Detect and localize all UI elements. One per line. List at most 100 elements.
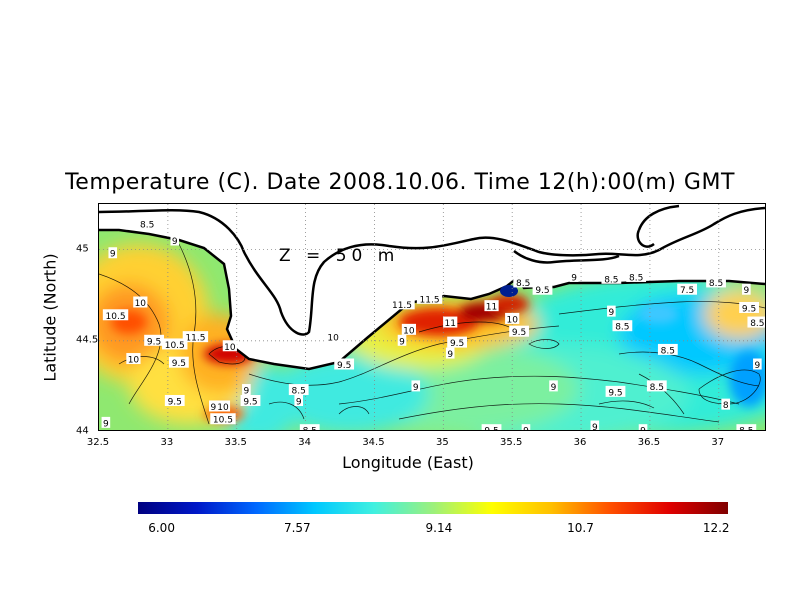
contour-label: 8.5 xyxy=(706,276,726,289)
svg-text:8.5: 8.5 xyxy=(750,319,764,329)
contour-label: 9 xyxy=(521,424,531,430)
svg-text:9: 9 xyxy=(296,397,302,407)
svg-text:11.5: 11.5 xyxy=(420,295,440,305)
contour-label: 10.5 xyxy=(102,309,129,322)
sea-of-azov-coastline xyxy=(99,206,765,336)
svg-text:8.5: 8.5 xyxy=(516,279,530,289)
y-tick-label: 44.5 xyxy=(76,334,99,346)
contour-label: 8.5 xyxy=(626,270,647,283)
contour-label: 10 xyxy=(215,400,231,413)
svg-text:9: 9 xyxy=(592,423,598,430)
contour-label: 9.5 xyxy=(164,394,185,407)
svg-text:9: 9 xyxy=(640,427,646,430)
svg-text:10.5: 10.5 xyxy=(213,416,233,426)
contour-label: 9 xyxy=(638,424,648,430)
x-tick-label: 36.5 xyxy=(637,437,661,448)
map-plot-area: 8.5 9 9 10 10.5 9.5 11.5 10.5 10 10 9.5 9.5 9.5 10 9 10… xyxy=(98,203,766,431)
svg-text:9.5: 9.5 xyxy=(535,286,549,296)
contour-label: 8.5 xyxy=(137,218,158,231)
contour-label: 9.5 xyxy=(605,385,626,398)
contour-label: 8.5 xyxy=(646,380,667,393)
contour-label: 9 xyxy=(209,400,218,413)
contour-label: 9 xyxy=(170,234,180,247)
contour-label: 8.5 xyxy=(513,276,534,289)
svg-text:8.5: 8.5 xyxy=(303,427,317,430)
svg-text:9.5: 9.5 xyxy=(608,388,622,398)
x-tick-label: 34 xyxy=(298,437,311,448)
svg-text:9.5: 9.5 xyxy=(147,337,161,347)
colorbar-tick-label: 6.00 xyxy=(148,521,175,535)
contour-label: 7.5 xyxy=(677,283,698,296)
contour-label: 9.5 xyxy=(447,336,468,349)
contour-label: 9 xyxy=(549,380,558,393)
contour-label: 9.5 xyxy=(509,325,529,338)
x-tick-label: 35.5 xyxy=(500,437,523,448)
x-tick-label: 33 xyxy=(160,437,174,448)
contour-label: 10.5 xyxy=(210,413,236,426)
contour-label: 11.5 xyxy=(389,298,415,311)
x-tick-label: 34.5 xyxy=(362,437,385,448)
contour-label: 9.5 xyxy=(168,356,189,369)
contour-label: 8.5 xyxy=(601,272,622,285)
svg-text:9: 9 xyxy=(244,387,250,397)
contour-label: 9 xyxy=(607,305,616,318)
svg-text:8.5: 8.5 xyxy=(292,387,306,397)
colorbar-tick-label: 10.7 xyxy=(567,521,594,535)
contour-label: 8.5 xyxy=(747,316,765,329)
svg-text:9: 9 xyxy=(608,308,614,318)
colorbar-tick-label: 9.14 xyxy=(425,521,453,535)
colorbar xyxy=(138,502,728,514)
svg-text:8.5: 8.5 xyxy=(650,383,664,393)
contour-label: 11.5 xyxy=(182,331,209,344)
map-grid xyxy=(99,204,765,430)
cold-spot xyxy=(500,285,518,297)
x-tick-label: 37 xyxy=(711,437,725,448)
contour-label: 9.5 xyxy=(144,334,164,347)
svg-text:10: 10 xyxy=(506,315,518,325)
svg-text:10: 10 xyxy=(224,343,236,353)
svg-text:8.5: 8.5 xyxy=(615,323,629,333)
depth-label: Z = 50 m xyxy=(279,246,400,266)
crimea-coastline xyxy=(99,228,765,371)
svg-text:8.5: 8.5 xyxy=(140,221,154,231)
x-tick-label: 36 xyxy=(573,437,587,448)
svg-text:10: 10 xyxy=(135,299,147,309)
contour-label: 9 xyxy=(101,416,111,429)
svg-text:10: 10 xyxy=(327,334,339,344)
y-tick-label: 45 xyxy=(76,243,89,255)
svg-text:9: 9 xyxy=(110,250,116,260)
svg-text:9: 9 xyxy=(523,427,529,430)
svg-text:10: 10 xyxy=(403,326,415,336)
contour-label: 8.5 xyxy=(299,424,320,430)
kerch-strait-coast xyxy=(636,204,680,248)
svg-text:9: 9 xyxy=(172,237,178,247)
svg-text:9.5: 9.5 xyxy=(484,427,498,430)
contour-label: 10 xyxy=(326,331,341,344)
svg-text:9: 9 xyxy=(571,273,577,283)
contour-label: 9 xyxy=(753,358,762,371)
contour-label: 11 xyxy=(443,316,458,329)
contour-label: 10 xyxy=(126,353,141,366)
svg-text:8.5: 8.5 xyxy=(604,275,618,285)
contour-label: 9.5 xyxy=(240,394,261,407)
svg-text:9.5: 9.5 xyxy=(168,397,182,407)
svg-text:9.5: 9.5 xyxy=(742,304,756,314)
contour-label: 9 xyxy=(569,270,579,283)
contour-label: 8 xyxy=(721,398,730,411)
svg-text:9: 9 xyxy=(413,383,419,393)
contour-label: 9.5 xyxy=(481,424,502,430)
svg-text:9.5: 9.5 xyxy=(450,339,464,349)
chart-title: Temperature (C). Date 2008.10.06. Time 1… xyxy=(65,170,735,195)
svg-text:8.5: 8.5 xyxy=(739,427,753,430)
contour-label: 9.5 xyxy=(532,283,553,296)
svg-text:9.5: 9.5 xyxy=(512,328,526,338)
svg-text:8.5: 8.5 xyxy=(661,346,675,356)
svg-text:8.5: 8.5 xyxy=(709,279,723,289)
svg-text:10: 10 xyxy=(128,356,140,366)
svg-text:7.5: 7.5 xyxy=(680,286,694,296)
contour-label: 10 xyxy=(222,340,237,353)
x-tick-label: 35 xyxy=(435,437,449,448)
contour-label: 10.5 xyxy=(162,338,188,351)
y-axis-label: Latitude (North) xyxy=(40,253,60,382)
